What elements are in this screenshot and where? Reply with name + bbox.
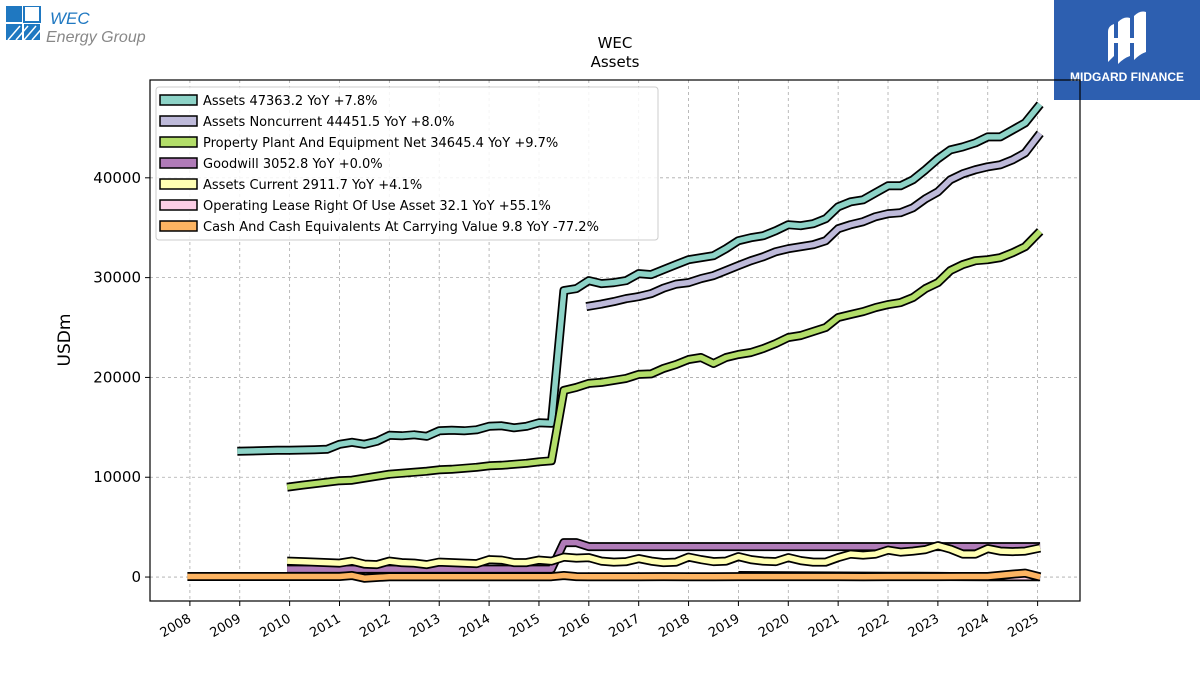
series-line <box>187 570 1041 581</box>
legend-swatch <box>159 94 198 106</box>
legend-entry: Cash And Cash Equivalents At Carrying Va… <box>159 220 599 235</box>
legend-swatch <box>159 178 198 190</box>
series-assets <box>237 101 1044 456</box>
x-axis-ticks: 2008 2009 2010 2011 2012 2013 2014 2015 2016 2017… <box>158 601 1042 641</box>
legend-label: Operating Lease Right Of Use Asset 32.1 … <box>203 199 551 214</box>
legend-swatch <box>159 115 198 127</box>
x-tick-label: 2010 <box>257 611 293 641</box>
chart-title: WEC <box>598 34 633 52</box>
x-tick-label: 2020 <box>756 611 792 641</box>
midgard-logo-mark-icon <box>1108 11 1146 64</box>
x-tick-label: 2016 <box>557 611 593 641</box>
x-tick-label: 2021 <box>806 611 842 641</box>
logo-text-energy-group: Energy Group <box>46 29 146 46</box>
legend-entry: Operating Lease Right Of Use Asset 32.1 … <box>159 199 551 214</box>
legend: Assets 47363.2 YoY +7.8% Assets Noncurren… <box>155 86 659 241</box>
y-tick-label: 30000 <box>93 269 141 287</box>
y-tick-label: 40000 <box>93 169 141 187</box>
x-tick-label: 2013 <box>407 611 443 641</box>
series-line <box>237 102 1043 455</box>
x-tick-label: 2019 <box>706 611 742 641</box>
series-assets-current <box>286 541 1042 570</box>
series-line <box>286 229 1043 490</box>
y-tick-label: 0 <box>131 568 141 586</box>
legend-label: Assets Noncurrent 44451.5 YoY +8.0% <box>203 115 454 130</box>
wec-energy-logo: WEC Energy Group <box>6 5 166 46</box>
y-tick-label: 10000 <box>93 468 141 486</box>
x-tick-label: 2008 <box>158 611 194 641</box>
x-tick-label: 2025 <box>1005 611 1041 641</box>
y-axis-label: USDm <box>55 314 75 367</box>
y-tick-label: 20000 <box>93 368 141 386</box>
legend-swatch <box>159 220 198 232</box>
legend-box <box>155 86 659 241</box>
logo-text-wec: WEC <box>50 9 90 28</box>
legend-label: Assets Current 2911.7 YoY +4.1% <box>203 178 422 193</box>
legend-swatch <box>159 199 198 211</box>
wec-logo-mark-icon <box>6 5 45 41</box>
legend-swatch <box>159 157 198 169</box>
x-tick-label: 2022 <box>856 611 892 641</box>
series-lines <box>187 101 1044 583</box>
midgard-finance-logo: MIDGARD FINANCE <box>1054 0 1200 100</box>
chart-subtitle: Assets <box>591 53 640 71</box>
plot-frame <box>149 79 1081 602</box>
series-line <box>585 131 1043 310</box>
series-property-plant-and-equipment-net <box>286 228 1044 492</box>
legend-entry: Property Plant And Equipment Net 34645.4… <box>159 136 558 151</box>
legend-label: Assets 47363.2 YoY +7.8% <box>203 94 378 109</box>
series-line <box>287 542 1041 568</box>
x-tick-label: 2009 <box>208 611 244 641</box>
midgard-logo-text: MIDGARD FINANCE <box>1070 70 1184 84</box>
x-tick-label: 2018 <box>656 611 692 641</box>
legend-entry: Assets 47363.2 YoY +7.8% <box>159 94 378 109</box>
legend-label: Property Plant And Equipment Net 34645.4… <box>203 136 558 151</box>
x-tick-label: 2024 <box>956 611 992 641</box>
legend-label: Cash And Cash Equivalents At Carrying Va… <box>203 220 599 235</box>
x-tick-label: 2015 <box>507 611 543 641</box>
series-cash-and-cash-equivalents-at-carrying-value <box>187 568 1042 583</box>
legend-entry: Goodwill 3052.8 YoY +0.0% <box>159 157 383 172</box>
legend-entry: Assets Noncurrent 44451.5 YoY +8.0% <box>159 115 454 130</box>
x-tick-label: 2023 <box>906 611 942 641</box>
x-tick-label: 2014 <box>457 611 493 641</box>
x-tick-label: 2011 <box>307 611 343 641</box>
legend-entry: Assets Current 2911.7 YoY +4.1% <box>159 178 422 193</box>
x-tick-label: 2012 <box>357 611 393 641</box>
y-axis-ticks: 0 10000 20000 30000 40000 <box>93 169 150 586</box>
legend-swatch <box>159 136 198 148</box>
series-assets-noncurrent <box>585 130 1044 312</box>
x-tick-label: 2017 <box>607 611 643 641</box>
legend-label: Goodwill 3052.8 YoY +0.0% <box>203 157 383 172</box>
series-goodwill <box>287 538 1041 574</box>
series-line <box>287 539 1041 572</box>
